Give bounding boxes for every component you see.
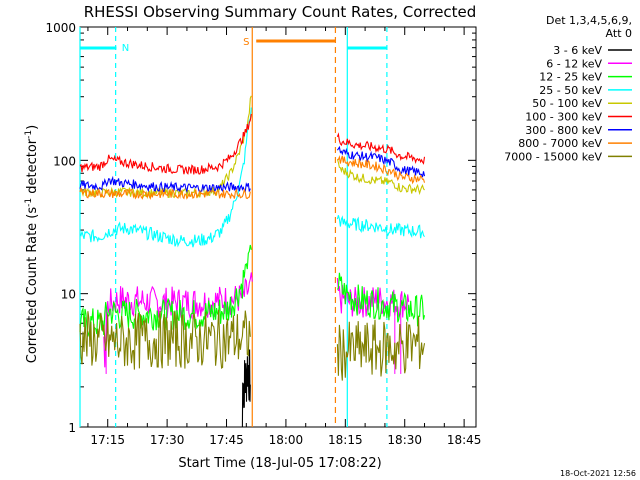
- x-tick-label: 17:30: [150, 433, 185, 447]
- series-100-300-kev-line: [79, 113, 252, 175]
- x-tick-label: 17:45: [209, 433, 244, 447]
- series-800-7000-kev-line-after-gap: [337, 155, 426, 185]
- attenuator-label: S: [243, 37, 249, 48]
- series-25-50-kev-line: [79, 107, 252, 248]
- legend-entry-label: 3 - 6 keV: [553, 44, 602, 57]
- series-50-100-kev-line: [79, 95, 252, 200]
- plot-marks: NS: [79, 27, 426, 428]
- legend-entry-label: 800 - 7000 keV: [518, 137, 602, 150]
- y-tick-label: 10: [61, 288, 76, 302]
- y-axis-label-exp2: -1: [24, 130, 34, 139]
- legend-entry-label: 50 - 100 keV: [532, 97, 602, 110]
- legend-entry-label: 100 - 300 keV: [525, 111, 602, 124]
- y-axis-label-main: Corrected Count Rate (s: [25, 207, 40, 364]
- series-300-800-kev-line: [79, 175, 251, 194]
- x-tick-label: 18:00: [269, 433, 304, 447]
- y-tick-label: 1: [68, 421, 76, 435]
- legend-entry-label: 12 - 25 keV: [539, 71, 602, 84]
- y-tick-label: 1000: [45, 21, 76, 35]
- y-axis-label-end: ): [25, 125, 40, 130]
- night-label: N: [122, 43, 129, 54]
- series-7000-15000-kev-line-after-gap: [336, 315, 426, 381]
- x-tick-label: 17:15: [90, 433, 125, 447]
- y-axis-label: Corrected Count Rate (s-1 detector-1): [24, 125, 40, 363]
- legend-entry-label: 6 - 12 keV: [546, 57, 602, 70]
- footer-timestamp: 18-Oct-2021 12:56: [560, 469, 636, 478]
- legend-header-line-1: Det 1,3,4,5,6,9,: [546, 14, 632, 27]
- series-800-7000-kev-line: [79, 186, 251, 200]
- series-12-25-kev-line-after-gap: [336, 272, 426, 327]
- y-axis-label-exp1: -1: [24, 198, 34, 207]
- x-axis-label: Start Time (18-Jul-05 17:08:22): [178, 456, 381, 471]
- chart-title: RHESSI Observing Summary Count Rates, Co…: [84, 3, 477, 21]
- series-3-6-kev-line: [241, 349, 251, 428]
- x-tick-label: 18:30: [387, 433, 422, 447]
- legend-header-line-2: Att 0: [606, 27, 632, 40]
- legend-entry-label: 7000 - 15000 keV: [504, 150, 602, 163]
- series-7000-15000-kev-line: [79, 309, 251, 370]
- series-6-12-kev-line: [103, 272, 253, 368]
- series-25-50-kev-line-after-gap: [336, 215, 425, 239]
- legend-entry-label: 300 - 800 keV: [525, 124, 602, 137]
- legend-entry-label: 25 - 50 keV: [539, 84, 602, 97]
- y-tick-label: 100: [53, 154, 76, 168]
- series-300-800-kev-line-after-gap: [336, 145, 426, 178]
- x-tick-label: 18:45: [447, 433, 482, 447]
- y-axis-label-mid: detector: [25, 138, 40, 198]
- series-50-100-kev-line-after-gap: [336, 159, 425, 196]
- x-tick-label: 18:15: [328, 433, 363, 447]
- series-100-300-kev-line-after-gap: [336, 132, 426, 165]
